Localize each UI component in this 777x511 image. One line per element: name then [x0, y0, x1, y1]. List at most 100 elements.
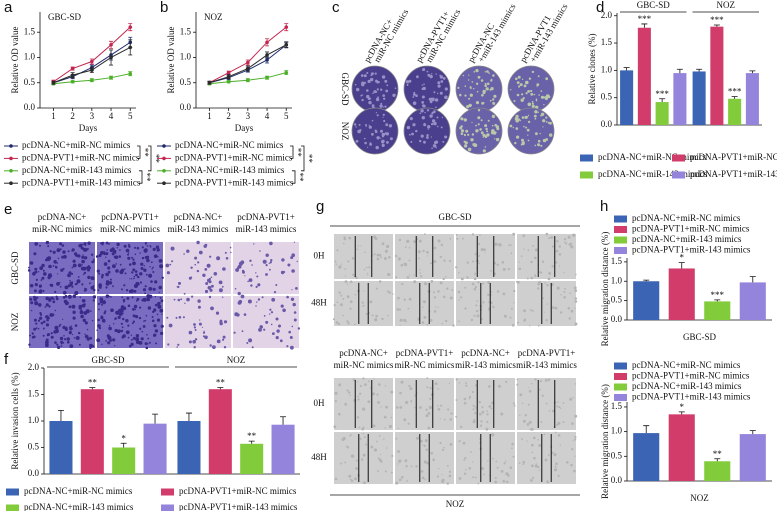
texture-dot: [125, 330, 130, 335]
texture-dot: [39, 313, 43, 316]
texture-dot: [516, 81, 520, 84]
texture-dot: [349, 300, 353, 304]
texture-dot: [39, 266, 44, 270]
texture-dot: [259, 325, 264, 329]
texture-dot: [159, 297, 162, 299]
texture-dot: [59, 286, 62, 288]
texture-dot: [531, 443, 534, 447]
texture-dot: [109, 278, 112, 281]
texture-dot: [412, 96, 415, 98]
point: [246, 78, 250, 83]
texture-dot: [519, 393, 523, 397]
texture-dot: [462, 237, 464, 240]
texture-dot: [501, 261, 505, 264]
texture-dot: [47, 333, 50, 336]
texture-dot: [194, 329, 197, 331]
texture-dot: [429, 74, 433, 79]
texture-dot: [64, 301, 69, 306]
bar: [668, 414, 695, 481]
texture-dot: [112, 338, 116, 342]
point: [246, 66, 250, 71]
texture-dot: [67, 294, 72, 299]
column-label: miR-NC mimics: [395, 360, 455, 370]
texture-dot: [406, 125, 411, 130]
bar: [271, 424, 295, 474]
texture-dot: [84, 287, 86, 290]
texture-dot: [293, 318, 297, 322]
texture-dot: [382, 94, 386, 97]
error-bar: [89, 387, 96, 390]
texture-dot: [530, 383, 533, 385]
texture-dot: [136, 340, 140, 345]
texture-dot: [471, 121, 473, 124]
texture-dot: [347, 260, 350, 263]
texture-dot: [491, 114, 496, 119]
texture-dot: [76, 282, 78, 285]
column-label: miR-143 mimics: [516, 360, 577, 370]
texture-dot: [422, 104, 425, 108]
texture-dot: [527, 90, 530, 93]
legend-swatch: [161, 488, 174, 496]
texture-dot: [92, 278, 95, 280]
texture-dot: [30, 309, 33, 312]
texture-dot: [72, 310, 76, 314]
texture-dot: [426, 136, 429, 139]
texture-dot: [364, 141, 367, 145]
texture-dot: [475, 407, 477, 409]
panel-letter: a: [4, 0, 13, 16]
texture-dot: [101, 318, 106, 323]
texture-dot: [348, 236, 352, 240]
texture-dot: [480, 248, 484, 252]
texture-dot: [551, 306, 555, 309]
group-label: NOZ: [690, 493, 709, 503]
texture-dot: [473, 88, 475, 90]
bar: [745, 73, 759, 125]
texture-dot: [182, 316, 185, 319]
texture-dot: [81, 299, 86, 303]
texture-dot: [537, 75, 540, 78]
texture-dot: [366, 94, 370, 99]
texture-dot: [425, 414, 429, 418]
texture-dot: [92, 299, 95, 302]
texture-dot: [367, 274, 369, 276]
texture-dot: [373, 253, 376, 256]
texture-dot: [473, 277, 477, 281]
column-label: miR-NC mimics: [334, 360, 394, 370]
texture-dot: [120, 322, 123, 325]
texture-dot: [90, 286, 95, 290]
texture-dot: [516, 383, 519, 386]
texture-dot: [344, 268, 347, 270]
texture-dot: [478, 255, 480, 258]
texture-dot: [55, 266, 58, 269]
texture-dot: [485, 127, 488, 131]
texture-dot: [161, 276, 164, 279]
texture-dot: [545, 402, 548, 405]
texture-dot: [409, 117, 413, 121]
texture-dot: [517, 321, 519, 324]
texture-dot: [46, 316, 50, 320]
texture-dot: [403, 418, 407, 422]
significance-label: *: [679, 253, 684, 263]
texture-dot: [565, 242, 568, 245]
texture-dot: [146, 334, 148, 336]
texture-dot: [68, 271, 72, 275]
texture-dot: [355, 126, 357, 128]
texture-dot: [362, 305, 364, 307]
texture-dot: [100, 316, 104, 320]
texture-dot: [451, 289, 454, 291]
texture-dot: [104, 310, 107, 313]
texture-dot: [292, 302, 296, 307]
texture-dot: [34, 301, 39, 306]
texture-dot: [378, 253, 382, 257]
texture-dot: [530, 89, 533, 93]
texture-dot: [513, 405, 516, 407]
texture-dot: [343, 236, 346, 239]
texture-dot: [360, 94, 363, 97]
texture-dot: [395, 481, 399, 485]
texture-dot: [367, 146, 369, 148]
texture-dot: [538, 280, 542, 284]
texture-dot: [521, 93, 524, 96]
texture-dot: [378, 383, 381, 386]
texture-dot: [127, 252, 130, 254]
texture-dot: [68, 305, 72, 309]
